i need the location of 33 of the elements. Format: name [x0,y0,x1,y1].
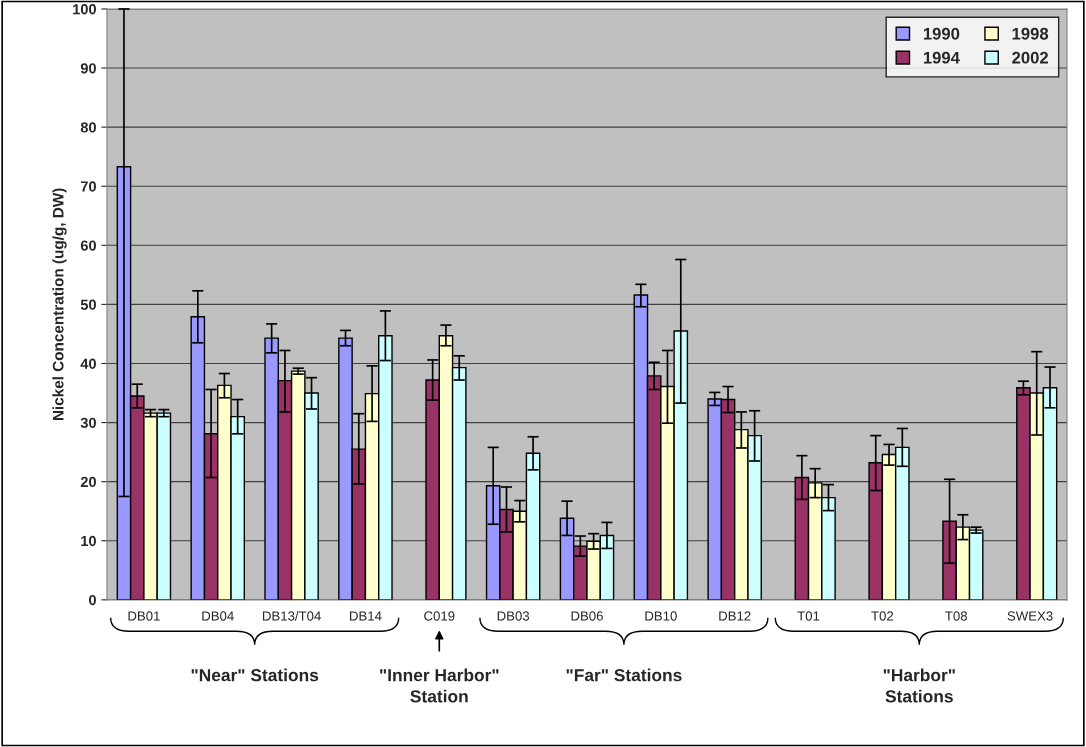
x-tick-label: DB01 [128,611,160,621]
y-tick-label: 0 [89,594,96,606]
legend-label: 1990 [923,27,960,40]
x-tick-label: DB04 [202,611,234,621]
y-tick-label: 40 [80,358,96,369]
x-tick-label: DB13/T04 [262,610,321,621]
legend-label: 1998 [1012,27,1049,40]
x-tick-label: T02 [871,611,894,621]
x-tick-label: DB06 [571,611,603,621]
x-tick-label: DB03 [497,611,530,621]
x-tick-label: DB14 [350,611,382,621]
x-tick-label: T08 [945,611,968,621]
x-tick-label: DB12 [719,611,751,621]
y-tick-label: 50 [80,299,96,310]
y-tick-label: 30 [80,417,96,429]
y-axis-title: Nickel Concentration (ug/g, DW) [52,188,67,421]
y-tick-label: 20 [80,476,96,488]
legend-label: 1994 [923,51,960,64]
x-tick-label: C019 [424,611,455,621]
text: "Harbor" Stations [883,668,955,703]
x-tick-label: DB10 [645,611,677,621]
text: "Near" Stations [191,668,319,682]
y-tick-label: 90 [80,63,96,74]
y-tick-label: 10 [81,535,96,547]
text: "Inner Harbor" Station [380,668,499,703]
y-tick-label: 60 [80,240,96,251]
legend-label: 2002 [1012,51,1048,64]
x-tick-label: SWEX3 [1007,611,1053,621]
x-tick-label: T01 [797,611,820,621]
y-tick-label: 100 [73,4,96,15]
y-tick-label: 70 [80,181,96,192]
y-tick-label: 80 [80,122,96,133]
text: "Far" Stations [566,668,682,682]
